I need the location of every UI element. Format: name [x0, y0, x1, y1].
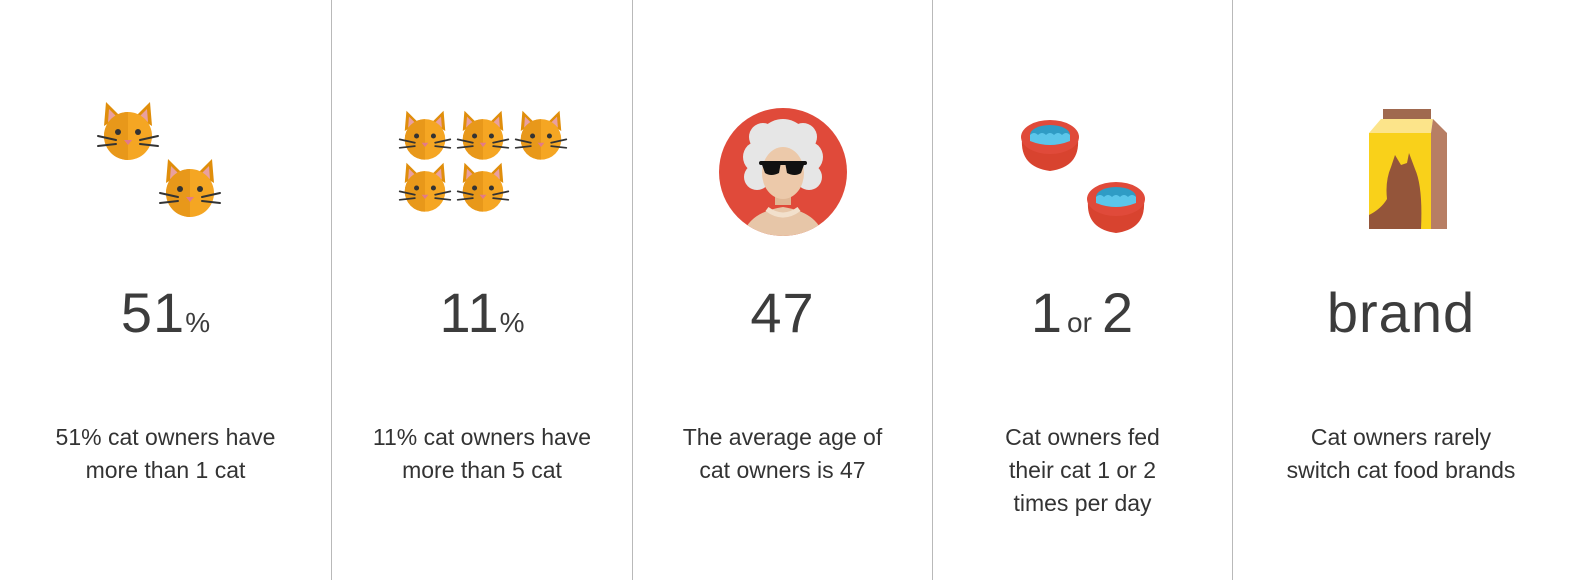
- stat-value: brand: [1326, 281, 1476, 344]
- stat-card-feeding: 1 or 2 Cat owners fed their cat 1 or 2 tim…: [933, 0, 1232, 580]
- five-cats-icon: [398, 109, 568, 213]
- description-line: cat owners is 47: [699, 457, 866, 483]
- description-line: 51% cat owners have: [55, 424, 276, 450]
- stat-description: 51% cat owners have more than 1 cat: [0, 421, 331, 487]
- cat-food-box-icon: [1369, 109, 1447, 229]
- stat-value: 47: [750, 281, 815, 344]
- column-divider: [932, 0, 933, 580]
- column-divider: [1232, 0, 1233, 580]
- stat-description: 11% cat owners have more than 5 cat: [332, 421, 632, 487]
- stat-number: 2: [1101, 281, 1135, 344]
- description-line: 11% cat owners have: [372, 424, 592, 450]
- description-line: more than 5 cat: [402, 457, 562, 483]
- stat-value: 51%: [0, 278, 331, 358]
- description-line: times per day: [1013, 490, 1152, 516]
- stat-card-brand-loyalty: brand Cat owners rarely switch cat food …: [1233, 0, 1569, 580]
- two-cats-icon: [96, 101, 221, 218]
- stat-card-average-age: 47 The average age of cat owners is 47: [633, 0, 932, 580]
- description-line: The average age of: [682, 424, 883, 450]
- stat-number: 51: [120, 281, 186, 344]
- stat-unit: %: [185, 307, 211, 338]
- description-line: switch cat food brands: [1286, 457, 1516, 483]
- stat-card-multiple-cats: 51% 51% cat owners have more than 1 cat: [0, 0, 331, 580]
- stat-unit: %: [499, 307, 525, 338]
- description-line: Cat owners rarely: [1310, 424, 1492, 450]
- description-line: Cat owners fed: [1005, 424, 1160, 450]
- column-divider: [331, 0, 332, 580]
- stat-value: 1 or 2: [933, 278, 1232, 358]
- stat-card-many-cats: 11% 11% cat owners have more than 5 cat: [332, 0, 632, 580]
- old-lady-avatar-icon: [718, 108, 847, 236]
- description-line: more than 1 cat: [85, 457, 246, 483]
- stat-joiner: or: [1067, 307, 1092, 338]
- food-bowls-icon: [1020, 120, 1145, 233]
- stat-description: The average age of cat owners is 47: [633, 421, 932, 487]
- stat-description: Cat owners rarely switch cat food brands: [1233, 421, 1569, 487]
- stat-number: 1: [1030, 281, 1064, 344]
- stat-number: 11: [439, 281, 500, 344]
- description-line: their cat 1 or 2: [1008, 457, 1157, 483]
- column-divider: [632, 0, 633, 580]
- stat-description: Cat owners fed their cat 1 or 2 times pe…: [933, 421, 1232, 520]
- stat-value: 11%: [332, 278, 632, 358]
